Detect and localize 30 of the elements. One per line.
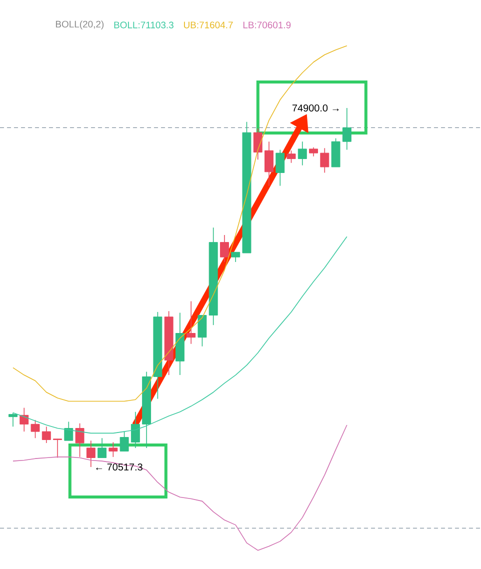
candlestick — [8, 412, 18, 428]
candlestick — [120, 431, 129, 452]
candlestick — [253, 128, 262, 160]
candlestick — [98, 438, 107, 458]
text: BOLL:71103.3 — [114, 22, 174, 28]
annotation: 74900.0 → — [292, 104, 339, 112]
candlestick — [108, 442, 118, 458]
annotation: ← 70517.3 — [96, 463, 142, 471]
candlestick — [198, 314, 207, 347]
candlestick — [320, 148, 330, 174]
candlestick — [186, 300, 196, 344]
candlestick — [53, 438, 62, 458]
candlestick — [342, 108, 352, 150]
candlestick — [130, 411, 140, 448]
candlestick — [75, 422, 84, 458]
text: UB:71604.7 — [184, 22, 233, 28]
candlestick — [309, 146, 318, 157]
candlestick — [276, 149, 285, 186]
legend-title: BOLL(20,2) — [56, 20, 104, 30]
candlestick — [42, 426, 51, 444]
candlestick — [20, 407, 29, 432]
candlestick — [86, 440, 96, 468]
candlestick — [286, 150, 296, 164]
text: LB:70601.9 — [243, 22, 291, 28]
candlestick — [220, 234, 229, 262]
candlestick — [30, 420, 40, 439]
candlestick — [64, 421, 74, 441]
candlestick — [231, 252, 240, 262]
candlestick — [264, 141, 274, 186]
candlestick — [298, 141, 307, 166]
